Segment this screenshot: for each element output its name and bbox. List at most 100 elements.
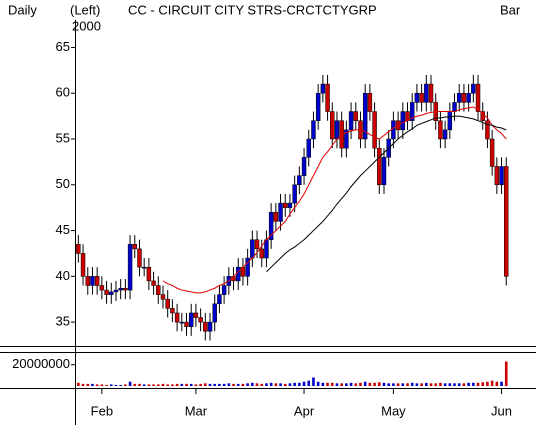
candle-body bbox=[188, 312, 194, 327]
moving-average bbox=[266, 115, 507, 273]
candle-body bbox=[259, 248, 264, 259]
volume-bar bbox=[359, 382, 362, 386]
volume-bar bbox=[109, 384, 113, 386]
candle-body bbox=[127, 244, 133, 291]
candle-body bbox=[466, 92, 471, 103]
volume-bar bbox=[307, 380, 311, 386]
volume-bar bbox=[241, 383, 245, 386]
candle-body bbox=[447, 111, 453, 131]
volume-bar bbox=[439, 382, 442, 386]
candle-body bbox=[480, 111, 485, 121]
candle-body bbox=[475, 83, 481, 112]
candle-body bbox=[485, 120, 490, 140]
candle-body bbox=[419, 92, 424, 103]
candle-body bbox=[301, 157, 307, 176]
candle-body bbox=[179, 321, 185, 324]
volume-bar bbox=[425, 382, 428, 386]
candle-body bbox=[320, 83, 326, 94]
volume-bar bbox=[105, 384, 108, 386]
candle-body bbox=[381, 157, 387, 186]
volume-bar bbox=[100, 384, 104, 386]
candle-body bbox=[456, 92, 462, 103]
volume-bar bbox=[227, 383, 231, 386]
volume-bar bbox=[138, 383, 141, 386]
volume-bar bbox=[124, 384, 127, 386]
volume-bar bbox=[171, 384, 174, 386]
volume-bar bbox=[490, 380, 494, 386]
x-tick-label: Feb bbox=[91, 403, 113, 418]
y-tick-label: 60 bbox=[56, 85, 70, 100]
candle-body bbox=[99, 285, 105, 291]
volume-bar bbox=[288, 383, 292, 386]
candle-body bbox=[207, 321, 213, 332]
volume-bar bbox=[396, 383, 400, 386]
volume-bar bbox=[321, 382, 325, 386]
candle-body bbox=[76, 244, 81, 254]
volume-bar bbox=[204, 383, 207, 386]
year-label: 2000 bbox=[72, 18, 101, 33]
volume-bar bbox=[279, 383, 282, 386]
volume-bar bbox=[500, 381, 503, 386]
volume-bar bbox=[199, 383, 202, 386]
candle-body bbox=[94, 276, 100, 286]
candle-body bbox=[198, 317, 203, 323]
volume-bar bbox=[161, 383, 165, 386]
candle-body bbox=[494, 166, 500, 186]
volume-bar bbox=[462, 383, 466, 386]
candle-body bbox=[471, 83, 476, 94]
volume-bar bbox=[246, 383, 249, 386]
volume-bar bbox=[373, 382, 376, 386]
candle-body bbox=[137, 248, 142, 268]
volume-bar bbox=[429, 383, 433, 386]
candle-body bbox=[348, 111, 354, 131]
volume-bar bbox=[269, 382, 273, 386]
style-label: Bar bbox=[500, 2, 521, 17]
volume-bar bbox=[368, 382, 372, 386]
y-tick-label: 45 bbox=[56, 222, 70, 237]
x-tick-label: May bbox=[381, 403, 406, 418]
candle-body bbox=[391, 120, 396, 140]
candle-body bbox=[287, 202, 293, 208]
volume-bar bbox=[495, 381, 499, 386]
candle-body bbox=[109, 291, 114, 295]
volume-bar bbox=[387, 383, 390, 386]
candle-body bbox=[292, 184, 297, 204]
candle-body bbox=[174, 312, 180, 323]
period-label: Daily bbox=[8, 2, 37, 17]
volume-bar bbox=[185, 383, 188, 386]
x-tick-label: Mar bbox=[185, 403, 208, 418]
candle-body bbox=[151, 280, 156, 286]
candle-body bbox=[452, 102, 457, 112]
candle-body bbox=[414, 92, 420, 103]
candle-body bbox=[193, 312, 199, 318]
candle-body bbox=[278, 202, 283, 222]
volume-bar bbox=[265, 383, 268, 386]
volume-bar bbox=[410, 382, 414, 386]
candle-body bbox=[264, 239, 269, 259]
candle-body bbox=[146, 266, 152, 282]
candle-body bbox=[315, 92, 321, 121]
volume-bar bbox=[443, 383, 447, 386]
candle-body bbox=[330, 111, 335, 140]
volume-bar bbox=[114, 384, 118, 386]
candle-body bbox=[499, 166, 504, 186]
frame bbox=[0, 20, 536, 425]
candle-body bbox=[353, 111, 359, 121]
volume-bar bbox=[194, 384, 198, 386]
candle-body bbox=[245, 257, 250, 277]
candle-body bbox=[90, 276, 95, 286]
candle-body bbox=[428, 83, 434, 103]
volume-bar bbox=[316, 381, 320, 386]
moving-average bbox=[162, 106, 507, 294]
volume-bar bbox=[349, 382, 353, 386]
volume-bar bbox=[298, 382, 301, 386]
axis-side-label: (Left) bbox=[70, 2, 100, 17]
volume-bar bbox=[255, 383, 259, 386]
volume-bar bbox=[312, 377, 315, 386]
volume-bar bbox=[175, 383, 179, 386]
volume-bar bbox=[156, 384, 160, 386]
volume-bar bbox=[180, 383, 184, 386]
volume-bar bbox=[189, 383, 193, 386]
candle-body bbox=[160, 294, 166, 300]
